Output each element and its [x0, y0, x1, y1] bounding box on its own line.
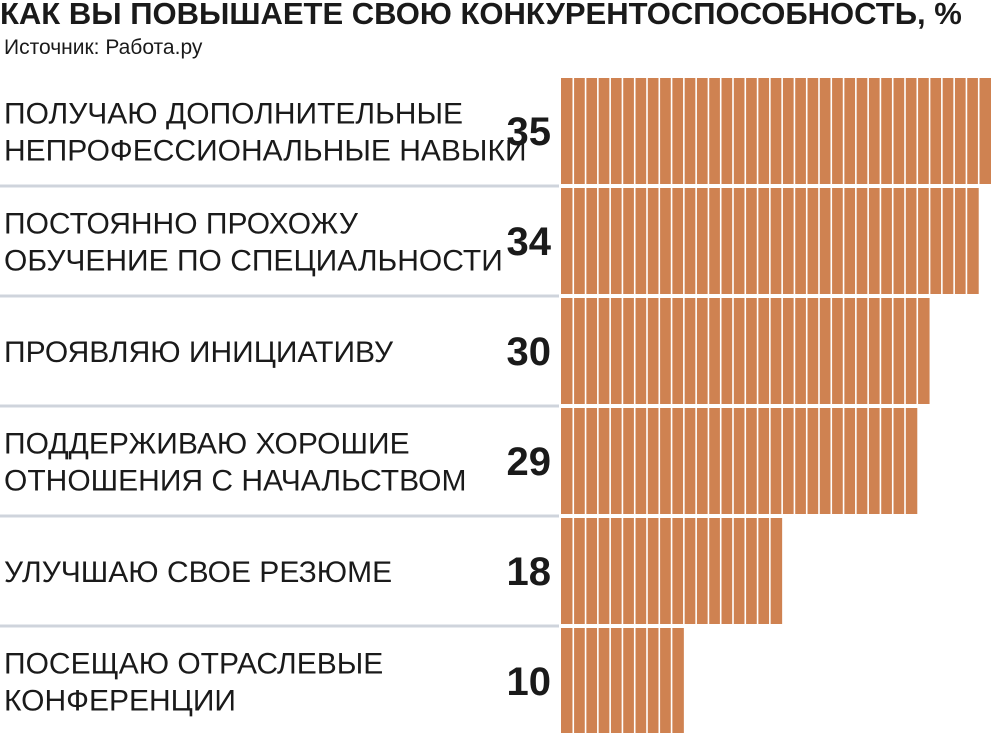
category-label: УЛУЧШАЮ СВОЕ РЕЗЮМЕ: [4, 556, 392, 589]
chart-row: УЛУЧШАЮ СВОЕ РЕЗЮМЕ 18: [0, 518, 783, 628]
value-label: 29: [507, 440, 552, 484]
bar: [561, 408, 918, 514]
chart-row: ПОЛУЧАЮ ДОПОЛНИТЕЛЬНЫЕ НЕПРОФЕССИОНАЛЬНЫЕ…: [0, 78, 991, 188]
chart-source: Источник: Работа.ру: [4, 36, 203, 59]
category-label: ОТНОШЕНИЯ С НАЧАЛЬСТВОМ: [4, 465, 466, 498]
chart-row: ПОСТОЯННО ПРОХОЖУ ОБУЧЕНИЕ ПО СПЕЦИАЛЬНОС…: [0, 188, 979, 298]
chart-row: ПОСЕЩАЮ ОТРАСЛЕВЫЕ КОНФЕРЕНЦИИ 10: [4, 628, 684, 733]
category-label: ПОСЕЩАЮ ОТРАСЛЕВЫЕ: [4, 648, 383, 681]
chart-rows: ПОЛУЧАЮ ДОПОЛНИТЕЛЬНЫЕ НЕПРОФЕССИОНАЛЬНЫЕ…: [0, 78, 991, 733]
category-label: ПОДДЕРЖИВАЮ ХОРОШИЕ: [4, 428, 410, 461]
chart-row: ПОДДЕРЖИВАЮ ХОРОШИЕ ОТНОШЕНИЯ С НАЧАЛЬСТВ…: [0, 408, 918, 518]
category-label: ПОСТОЯННО ПРОХОЖУ: [4, 208, 359, 241]
bar: [561, 78, 991, 184]
category-label: ПРОЯВЛЯЮ ИНИЦИАТИВУ: [4, 336, 394, 369]
chart-row: ПРОЯВЛЯЮ ИНИЦИАТИВУ 30: [0, 298, 930, 408]
category-label: ОБУЧЕНИЕ ПО СПЕЦИАЛЬНОСТИ: [4, 245, 503, 278]
category-label: НЕПРОФЕССИОНАЛЬНЫЕ НАВЫКИ: [4, 135, 527, 168]
category-label: ПОЛУЧАЮ ДОПОЛНИТЕЛЬНЫЕ: [4, 98, 463, 131]
value-label: 35: [507, 110, 552, 154]
chart-title: КАК ВЫ ПОВЫШАЕТЕ СВОЮ КОНКУРЕНТОСПОСОБНО…: [0, 0, 962, 31]
value-label: 18: [507, 550, 552, 594]
value-label: 10: [507, 660, 552, 704]
category-label: КОНФЕРЕНЦИИ: [4, 685, 236, 718]
value-label: 34: [507, 220, 552, 264]
value-label: 30: [507, 330, 552, 374]
